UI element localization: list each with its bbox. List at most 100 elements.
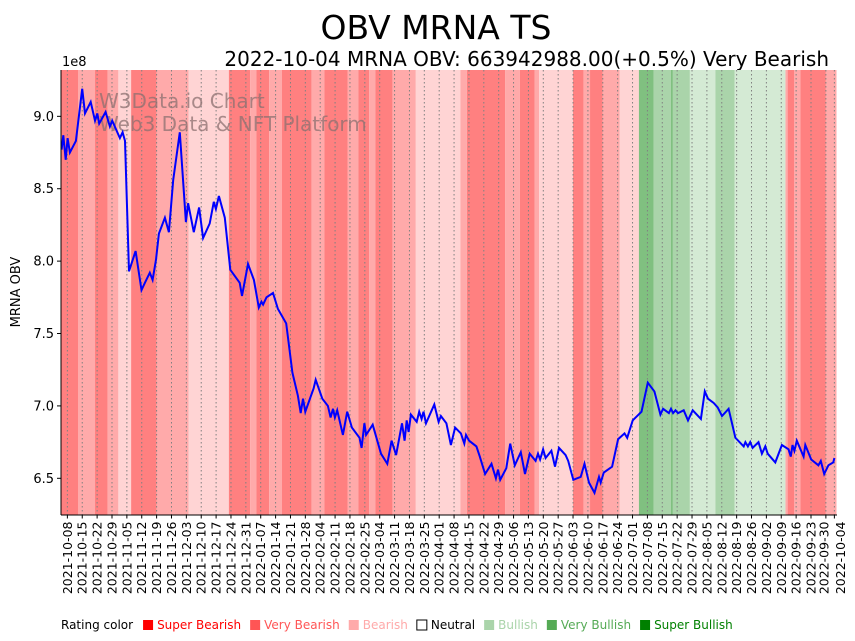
rating-band — [505, 70, 520, 515]
rating-band — [534, 70, 540, 515]
rating-band — [800, 70, 826, 515]
x-tick-label: 2021-12-17 — [209, 522, 224, 595]
legend-swatch-super-bearish — [143, 620, 154, 630]
rating-band — [602, 70, 620, 515]
x-tick-label: 2021-10-08 — [60, 521, 75, 594]
rating-band — [466, 70, 506, 515]
x-tick-label: 2022-03-04 — [372, 521, 387, 594]
rating-band — [573, 70, 584, 515]
x-tick-label: 2022-06-17 — [595, 522, 610, 595]
x-tick-label: 2022-02-25 — [357, 522, 372, 595]
legend-label-neutral: Neutral — [431, 618, 475, 632]
x-tick-label: 2022-01-07 — [253, 522, 268, 595]
x-tick-label: 2022-04-22 — [476, 522, 491, 595]
x-tick-label: 2022-02-11 — [328, 522, 343, 595]
obv-series-line — [60, 88, 836, 496]
x-tick-label: 2022-06-10 — [580, 521, 595, 594]
x-tick-label: 2022-05-27 — [551, 522, 566, 595]
legend-title: Rating color — [61, 618, 133, 632]
rating-band — [787, 70, 795, 515]
rating-band — [369, 70, 376, 515]
rating-band — [358, 70, 370, 515]
legend-label-super-bullish: Super Bullish — [654, 618, 733, 632]
legend-label-bearish: Bearish — [363, 618, 408, 632]
rating-band — [785, 70, 788, 515]
x-tick-label: 2021-10-22 — [90, 522, 105, 595]
rating-band — [77, 70, 95, 515]
x-tick-label: 2022-03-11 — [387, 522, 402, 595]
rating-band — [281, 70, 312, 515]
x-tick-label: 2022-09-16 — [789, 521, 804, 594]
y-tick-label: 8.0 — [33, 255, 54, 270]
y-ticks: 6.5 7.0 7.5 8.0 8.5 9.0 — [33, 110, 61, 487]
y-tick-label: 8.5 — [33, 182, 54, 197]
rating-band — [539, 70, 574, 515]
rating-band — [228, 70, 251, 515]
x-tick-label: 2021-10-15 — [75, 522, 90, 595]
x-tick-label: 2022-04-01 — [432, 522, 447, 595]
x-tick-label: 2022-09-30 — [816, 521, 831, 594]
rating-band — [519, 70, 535, 515]
x-tick-label: 2022-03-18 — [402, 521, 417, 594]
x-tick-label: 2022-09-23 — [804, 522, 819, 595]
legend-swatch-super-bullish — [640, 620, 651, 630]
rating-band — [61, 70, 78, 515]
legend-swatch-very-bullish — [546, 620, 557, 630]
rating-band — [590, 70, 603, 515]
x-tick-label: 2021-11-19 — [149, 521, 164, 594]
legend-swatch-bullish — [484, 620, 495, 630]
watermark-line-2: Web3 Data & NFT Platform — [99, 112, 367, 136]
rating-bands — [61, 70, 837, 515]
rating-band — [118, 70, 132, 515]
x-tick-label: 2022-04-29 — [491, 521, 506, 594]
x-tick-label: 2022-02-18 — [342, 521, 357, 594]
chart-title: OBV MRNA TS — [321, 8, 552, 47]
rating-band — [324, 70, 348, 515]
rating-band — [670, 70, 673, 515]
x-tick-label: 2022-06-03 — [566, 522, 581, 595]
x-tick-label: 2022-09-09 — [774, 521, 789, 594]
chart-subtitle: 2022-10-04 MRNA OBV: 663942988.00(+0.5%)… — [224, 47, 829, 71]
rating-band — [672, 70, 690, 515]
rating-band — [583, 70, 591, 515]
y-tick-label: 7.5 — [33, 327, 54, 342]
legend-swatch-very-bearish — [250, 620, 261, 630]
x-ticks: 2021-10-08 2021-10-15 2021-10-22 2021-10-29… — [60, 514, 848, 595]
x-tick-label: 2021-12-10 — [194, 521, 209, 594]
x-tick-label: 2022-04-08 — [447, 521, 462, 594]
watermark-line-1: W3Data.io Chart — [99, 89, 265, 113]
y-offset-label: 1e8 — [62, 55, 87, 70]
x-tick-label: 2022-09-02 — [759, 522, 774, 595]
legend-swatch-neutral — [416, 619, 428, 631]
x-tick-label: 2021-11-26 — [164, 521, 179, 594]
y-tick-label: 9.0 — [33, 110, 54, 125]
x-tick-label: 2021-10-29 — [104, 521, 119, 594]
legend: Rating color Super Bearish Very Bearish Be… — [61, 618, 733, 632]
legend-label-very-bearish: Very Bearish — [264, 618, 340, 632]
x-tick-label: 2022-03-25 — [417, 522, 432, 595]
x-tick-label: 2022-07-15 — [655, 522, 670, 595]
rating-band — [653, 70, 671, 515]
rating-band — [460, 70, 467, 515]
rating-band — [415, 70, 461, 515]
x-tick-label: 2022-07-29 — [685, 521, 700, 594]
x-tick-label: 2022-07-08 — [640, 521, 655, 594]
watermark: W3Data.io Chart Web3 Data & NFT Platform — [99, 89, 367, 136]
x-tick-label: 2022-01-14 — [268, 521, 283, 594]
x-tick-label: 2021-12-31 — [238, 522, 253, 595]
x-tick-label: 2022-08-19 — [729, 521, 744, 594]
rating-band — [269, 70, 282, 515]
x-tick-label: 2021-11-12 — [134, 522, 149, 595]
legend-label-bullish: Bullish — [498, 618, 538, 632]
legend-swatch-bearish — [348, 620, 359, 630]
x-tick-label: 2022-08-26 — [744, 521, 759, 594]
x-tick-label: 2022-06-24 — [610, 521, 625, 594]
rating-band — [107, 70, 119, 515]
legend-label-super-bearish: Super Bearish — [157, 618, 241, 632]
y-axis-label: MRNA OBV — [9, 257, 24, 328]
x-tick-label: 2022-05-20 — [536, 521, 551, 594]
rating-band — [825, 70, 837, 515]
x-tick-label: 2022-07-22 — [670, 522, 685, 595]
rating-band — [794, 70, 801, 515]
